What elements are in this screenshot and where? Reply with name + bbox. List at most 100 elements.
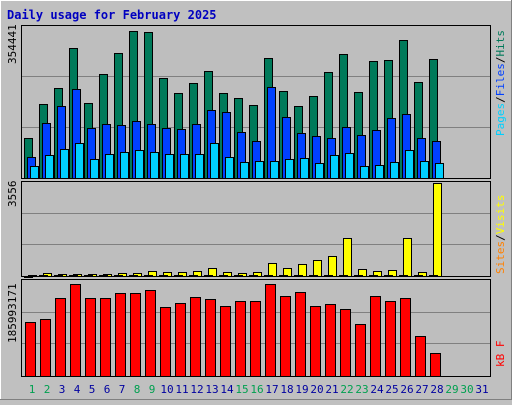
sites-bar xyxy=(264,275,273,277)
legend-files: Files xyxy=(494,63,507,96)
kbytes-max-label: 185993171 xyxy=(6,283,19,343)
day-label: 9 xyxy=(149,383,156,396)
kbytes-bar xyxy=(310,306,321,377)
legend-pages: Pages xyxy=(494,103,507,136)
pages-bar xyxy=(225,157,234,179)
sites-bar xyxy=(39,275,48,277)
kbytes-bar xyxy=(190,297,201,377)
sites-bar xyxy=(429,275,438,277)
kbytes-bar xyxy=(115,293,126,377)
visits-panel xyxy=(21,181,491,277)
pages-bar xyxy=(90,159,99,179)
day-label: 23 xyxy=(355,383,368,396)
visits-bar xyxy=(403,238,412,277)
day-label: 28 xyxy=(430,383,443,396)
kbytes-bar xyxy=(280,296,291,377)
pages-bar xyxy=(315,163,324,179)
day-label: 22 xyxy=(340,383,353,396)
kbytes-bar xyxy=(160,307,171,377)
sites-bar xyxy=(174,275,183,277)
day-label: 24 xyxy=(370,383,384,396)
kbytes-bar xyxy=(385,301,396,377)
pages-bar xyxy=(390,162,399,179)
sites-bar xyxy=(24,276,33,278)
day-label: 25 xyxy=(385,383,398,396)
day-label: 30 xyxy=(460,383,473,396)
pages-bar xyxy=(360,166,369,179)
pages-bar xyxy=(135,150,144,179)
visits-bars xyxy=(24,183,442,278)
kbytes-bar xyxy=(370,296,381,377)
kbytes-bar xyxy=(295,292,306,377)
hits-bars xyxy=(24,31,444,179)
day-label: 12 xyxy=(190,383,203,396)
sites-bar xyxy=(324,275,333,277)
hits-legend: Pages/Files/Hits xyxy=(494,30,507,136)
kbytes-bars xyxy=(25,284,441,377)
pages-bar xyxy=(285,159,294,179)
legend-sites: Sites xyxy=(494,241,507,274)
day-label: 6 xyxy=(104,383,111,396)
pages-bar xyxy=(30,166,39,179)
day-label: 19 xyxy=(295,383,308,396)
legend-hits: Hits xyxy=(494,30,507,57)
visits-bar xyxy=(298,264,307,277)
pages-bar xyxy=(255,161,264,179)
visits-legend: Sites/Visits xyxy=(494,195,507,275)
kbytes-bar xyxy=(400,298,411,377)
visits-bar xyxy=(268,263,277,277)
sites-bar xyxy=(294,275,303,277)
sites-bar xyxy=(279,275,288,277)
pages-bar xyxy=(60,149,69,179)
day-label: 7 xyxy=(119,383,126,396)
kbytes-bar xyxy=(340,309,351,377)
sites-bar xyxy=(354,275,363,277)
visits-bar xyxy=(433,183,442,277)
visits-bar xyxy=(343,238,352,277)
day-label: 26 xyxy=(400,383,413,396)
day-label: 20 xyxy=(310,383,323,396)
day-label: 18 xyxy=(280,383,293,396)
day-label: 14 xyxy=(220,383,234,396)
sites-bar xyxy=(414,275,423,277)
sites-bar xyxy=(384,275,393,277)
day-label: 29 xyxy=(445,383,458,396)
day-label: 13 xyxy=(205,383,218,396)
kbytes-bar xyxy=(25,322,36,377)
sites-bar xyxy=(114,275,123,277)
kbytes-bar xyxy=(430,353,441,377)
kbytes-bar xyxy=(55,298,66,377)
sites-bar xyxy=(144,275,153,277)
sites-bar xyxy=(99,275,108,277)
sites-bar xyxy=(399,275,408,277)
pages-bar xyxy=(120,152,129,179)
kbytes-bar xyxy=(220,306,231,377)
pages-bar xyxy=(330,155,339,179)
pages-bar xyxy=(45,155,54,179)
kbytes-bar xyxy=(415,336,426,377)
kbytes-bar xyxy=(130,293,141,377)
kbytes-bar xyxy=(205,299,216,377)
day-label: 21 xyxy=(325,383,338,396)
sites-bar xyxy=(369,275,378,277)
sites-bar xyxy=(309,275,318,277)
legend-visits: Visits xyxy=(494,195,507,235)
legend-sep: / xyxy=(494,57,507,64)
visits-bar xyxy=(328,256,337,277)
pages-bar xyxy=(180,154,189,179)
kbytes-bar xyxy=(355,324,366,377)
sites-bar xyxy=(219,275,228,277)
day-label: 31 xyxy=(475,383,488,396)
sites-bar xyxy=(54,275,63,277)
pages-bar xyxy=(150,152,159,179)
hits-max-label: 354441 xyxy=(6,24,19,64)
pages-bar xyxy=(105,154,114,179)
kbytes-bar xyxy=(70,284,81,377)
pages-bar xyxy=(240,162,249,179)
sites-bar xyxy=(204,275,213,277)
pages-bar xyxy=(405,150,414,179)
visits-max-label: 3556 xyxy=(6,181,19,208)
kbytes-bar xyxy=(250,301,261,377)
day-axis-labels: 1 2 3 4 5 6 7 8 9 10 11 12 13 14 15 16 17 18 19 20 21 22 23 24 2… xyxy=(29,383,489,396)
